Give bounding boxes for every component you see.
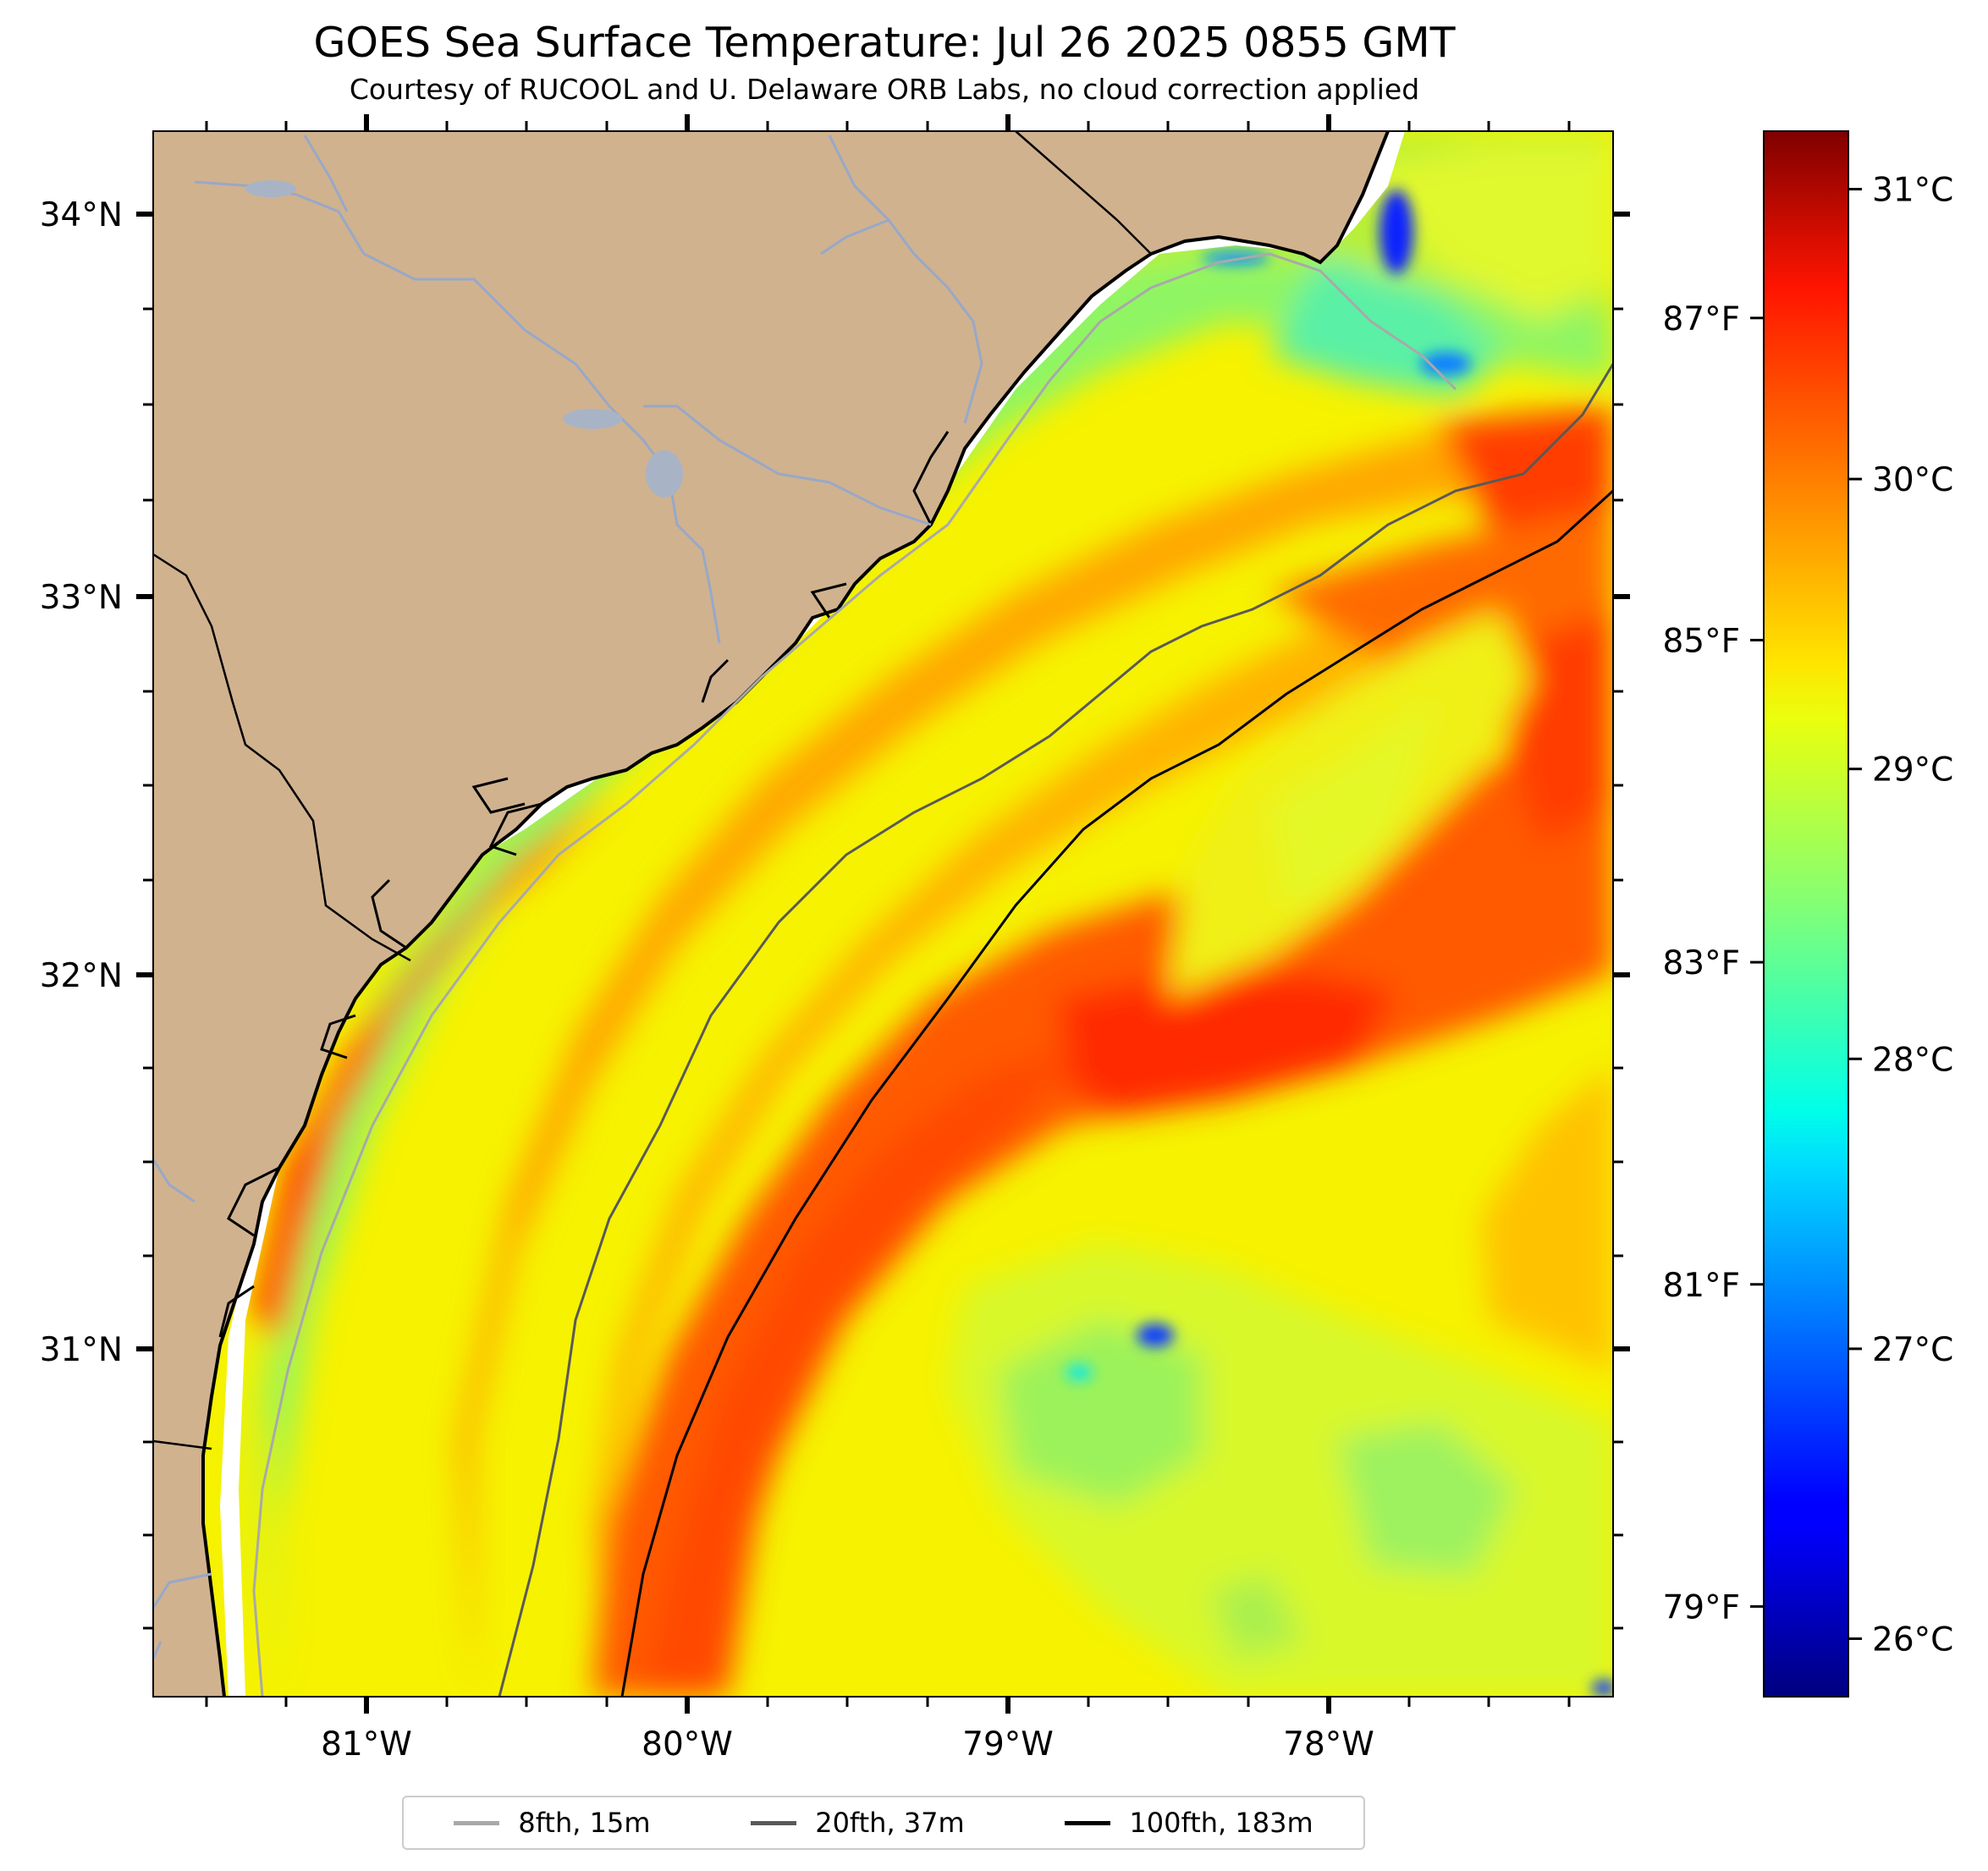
lat-label-32n: 32°N xyxy=(40,957,123,995)
chart-subtitle: Courtesy of RUCOOL and U. Delaware ORB L… xyxy=(349,73,1420,106)
colorbar-label-c: 30°C xyxy=(1872,461,1953,499)
legend-label-100fth: 100fth, 183m xyxy=(1129,1807,1313,1839)
legend-item-8fth: 8fth, 15m xyxy=(454,1807,650,1839)
legend-swatch-20fth xyxy=(751,1820,797,1825)
coastline xyxy=(201,130,1390,1698)
estuary-outlines xyxy=(218,431,950,1338)
colorbar-label-c: 29°C xyxy=(1872,751,1953,790)
colorbar-label-f: 81°F xyxy=(1662,1267,1740,1305)
lat-label-34n: 34°N xyxy=(40,196,123,234)
rivers xyxy=(151,135,983,1659)
colorbar-celsius-ticks: 31°C 30°C 29°C 28°C 27°C 26°C xyxy=(1848,172,1953,1659)
colorbar-label-c: 31°C xyxy=(1872,172,1953,210)
isobaths xyxy=(252,252,1613,1697)
chart-title: GOES Sea Surface Temperature: Jul 26 202… xyxy=(313,19,1456,67)
lon-label-78w: 78°W xyxy=(1283,1725,1374,1764)
colorbar-frame xyxy=(1763,130,1849,1698)
lon-label-81w: 81°W xyxy=(321,1725,412,1764)
legend-item-20fth: 20fth, 37m xyxy=(751,1807,965,1839)
legend-swatch-8fth xyxy=(454,1820,500,1825)
isobath-100fth xyxy=(620,489,1613,1697)
colorbar-gradient xyxy=(1764,131,1848,1697)
colorbar-label-f: 85°F xyxy=(1662,622,1740,660)
colorbar-label-f: 79°F xyxy=(1662,1588,1740,1626)
state-borders xyxy=(152,130,1152,1450)
colorbar-label-f: 83°F xyxy=(1662,944,1740,982)
colorbar-fahrenheit-ticks: 87°F 85°F 83°F 81°F 79°F xyxy=(1662,300,1764,1626)
lat-label-33n: 33°N xyxy=(40,579,123,617)
lat-label-31n: 31°N xyxy=(40,1331,123,1369)
isobath-20fth xyxy=(498,363,1613,1697)
plot-frame xyxy=(152,130,1614,1698)
legend-swatch-100fth xyxy=(1065,1820,1111,1825)
colorbar-label-c: 28°C xyxy=(1872,1041,1953,1079)
lon-label-80w: 80°W xyxy=(642,1725,733,1764)
axis-ticks xyxy=(136,114,1630,1714)
colorbar-label-c: 26°C xyxy=(1872,1621,1953,1659)
land-mass xyxy=(153,131,1388,1697)
legend-item-100fth: 100fth, 183m xyxy=(1065,1807,1313,1839)
legend-label-20fth: 20fth, 37m xyxy=(815,1807,965,1839)
isobath-legend: 8fth, 15m 20fth, 37m 100fth, 183m xyxy=(402,1796,1365,1850)
colorbar-label-c: 27°C xyxy=(1872,1331,1953,1369)
lakes xyxy=(245,180,683,498)
colorbar-label-f: 87°F xyxy=(1662,300,1740,338)
legend-label-8fth: 8fth, 15m xyxy=(518,1807,651,1839)
axis-minor-ticks xyxy=(143,121,1623,1707)
lon-label-79w: 79°W xyxy=(962,1725,1054,1764)
isobath-8fth xyxy=(252,252,1457,1697)
